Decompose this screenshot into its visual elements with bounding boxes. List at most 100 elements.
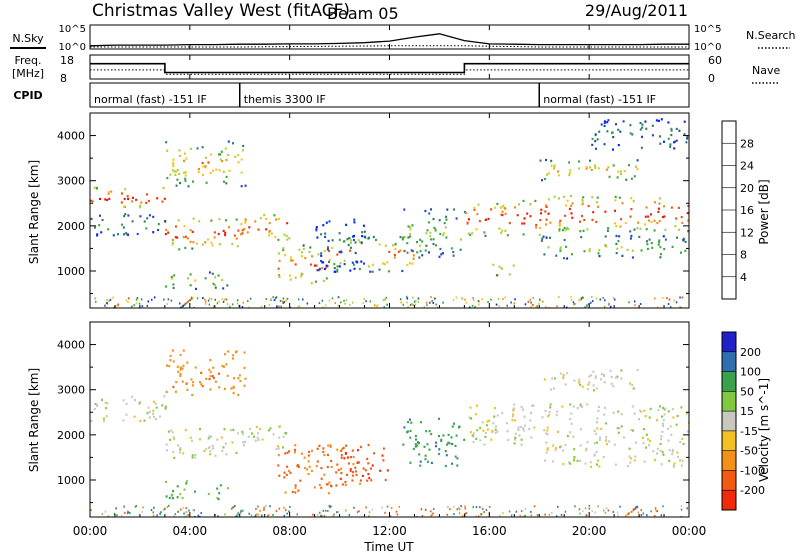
velocity-cell [619, 505, 621, 508]
power-cell [591, 218, 594, 221]
power-cell [104, 198, 107, 201]
velocity-cell [603, 413, 606, 416]
power-cell [265, 228, 268, 231]
power-cell [465, 301, 467, 304]
power-cell [122, 226, 125, 229]
power-cell [184, 303, 186, 306]
velocity-cell [477, 515, 480, 517]
power-cell [145, 201, 148, 204]
power-cell [591, 137, 594, 140]
power-cell [171, 241, 174, 244]
power-cell [90, 217, 93, 220]
velocity-cell [277, 464, 280, 467]
power-cell [618, 196, 621, 199]
velocity-cell [679, 459, 681, 462]
power-cell [333, 267, 336, 270]
velocity-cell [579, 405, 582, 408]
power-cell [123, 233, 125, 236]
power-cell [325, 221, 328, 224]
power-cell [220, 150, 223, 153]
power-cell [687, 219, 689, 222]
power-cell [467, 218, 470, 221]
power-cell [672, 141, 675, 144]
power-cell [170, 299, 173, 302]
velocity-cell [566, 372, 569, 375]
power-cell [263, 213, 266, 217]
power-cell [313, 264, 316, 267]
power-cell [591, 295, 593, 298]
power-cell [172, 158, 175, 161]
power-cell [192, 217, 195, 220]
power-cell [590, 168, 593, 172]
velocity-cell [288, 510, 290, 513]
colorbar-tick-label: 4 [740, 271, 747, 284]
power-cell [658, 241, 661, 244]
power-cell [423, 306, 426, 308]
power-cell [353, 235, 355, 238]
power-cell [559, 247, 562, 250]
power-cell [602, 296, 604, 299]
velocity-cell [282, 446, 284, 449]
power-cell [417, 301, 420, 303]
velocity-cell [355, 473, 358, 476]
velocity-cell [579, 459, 582, 462]
velocity-cell [506, 430, 509, 433]
power-cell [317, 253, 320, 256]
power-cell [545, 223, 548, 226]
power-cell [641, 135, 643, 138]
velocity-cell [445, 454, 448, 457]
power-cell [138, 302, 141, 305]
power-cell [558, 224, 561, 227]
velocity-cell [499, 514, 501, 517]
power-cell [549, 221, 552, 224]
power-cell [501, 229, 503, 232]
velocity-cell [573, 456, 576, 459]
power-cell [183, 159, 185, 162]
velocity-cell [490, 438, 493, 441]
power-cell [184, 246, 187, 249]
power-cell [375, 305, 378, 308]
velocity-cell [267, 514, 269, 517]
velocity-cell [242, 441, 245, 444]
velocity-cell [510, 514, 513, 517]
velocity-cell [506, 422, 508, 425]
velocity-cell [182, 452, 185, 455]
power-cell [363, 235, 366, 238]
velocity-cell [352, 455, 355, 459]
velocity-cell [243, 351, 246, 354]
power-cell [219, 158, 222, 161]
power-cell [191, 230, 194, 233]
velocity-cell [152, 511, 154, 514]
power-cell [412, 296, 414, 299]
power-cell [409, 233, 412, 236]
power-cell [257, 228, 260, 231]
velocity-cell [265, 505, 267, 507]
velocity-cell [312, 513, 314, 516]
velocity-cell [546, 429, 549, 432]
power-cell [351, 261, 354, 264]
power-cell [419, 250, 422, 253]
velocity-cell [183, 512, 185, 515]
velocity-cell [430, 510, 432, 513]
power-cell [327, 239, 330, 242]
power-cell [273, 299, 276, 302]
power-cell [325, 264, 328, 267]
power-cell [187, 185, 190, 188]
velocity-cell [620, 425, 623, 428]
velocity-cell [551, 377, 554, 380]
velocity-cell [357, 461, 360, 464]
colorbar-tick-label: 16 [740, 204, 754, 217]
velocity-cell [308, 465, 311, 468]
power-cell [131, 220, 134, 223]
velocity-cell [184, 429, 187, 432]
power-cell [147, 300, 149, 303]
power-cell [547, 212, 550, 215]
velocity-cell [596, 441, 599, 444]
power-cell [603, 305, 606, 308]
velocity-cell [240, 510, 243, 513]
power-cell [210, 298, 213, 301]
velocity-cell [328, 504, 330, 507]
velocity-cell [156, 514, 158, 517]
velocity-cell [382, 447, 385, 450]
